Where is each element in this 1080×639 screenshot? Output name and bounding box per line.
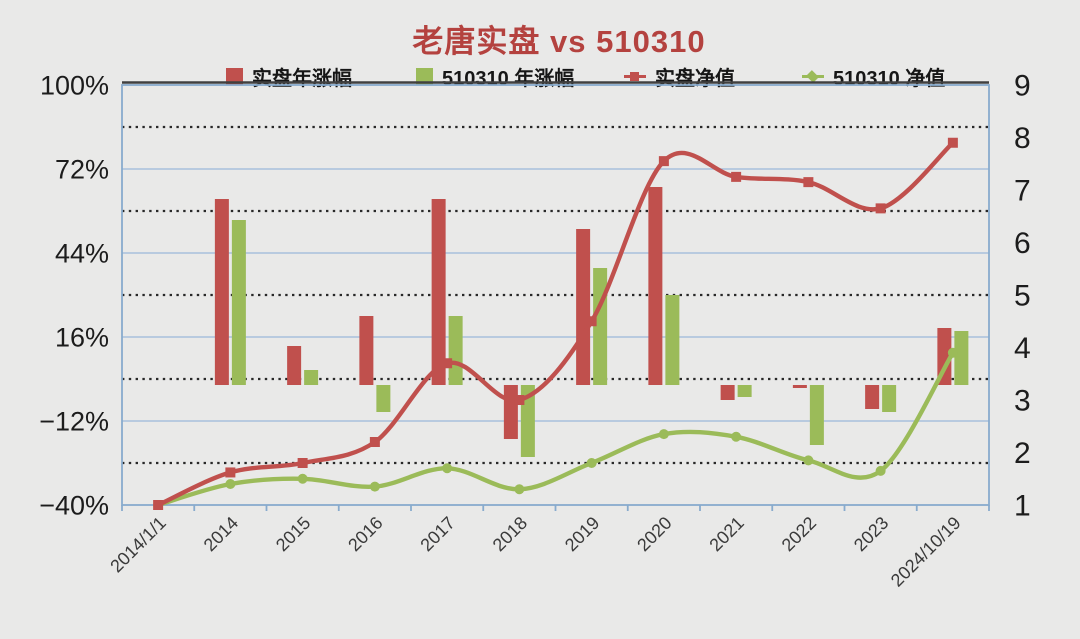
green-bar-swatch-icon — [416, 67, 433, 85]
x-axis-label-2021: 2021 — [705, 513, 747, 555]
y-axis-left-label--12: −12% — [39, 407, 109, 437]
marker-circle-2024/10/19 — [947, 347, 958, 358]
y-axis-left-label-44: 44% — [55, 239, 109, 269]
x-axis-label-2024/10/19: 2024/10/19 — [887, 513, 965, 591]
bar-510310-2015 — [304, 370, 319, 385]
marker-square-2019 — [586, 316, 597, 327]
legend-label: 实盘净值 — [655, 67, 735, 90]
x-axis-label-2022: 2022 — [778, 513, 820, 555]
y-axis-left-label--40: −40% — [39, 491, 109, 521]
bar-510310-2020 — [665, 295, 680, 385]
marker-square-2015 — [297, 458, 308, 468]
marker-circle-2015 — [297, 473, 308, 484]
bar-510310-2017 — [448, 316, 463, 385]
y-axis-left-label-16: 16% — [55, 323, 109, 353]
x-axis-label-2014: 2014 — [200, 513, 242, 555]
marker-square-2021 — [731, 171, 742, 182]
legend-item-shipan-return: 实盘年涨幅 — [226, 62, 352, 90]
bar-shipan-2022 — [792, 385, 807, 388]
x-axis-label-2017: 2017 — [416, 513, 458, 555]
marker-circle-2017 — [442, 463, 453, 474]
y-axis-right-label-1: 1 — [1014, 490, 1031, 523]
y-axis-right-label-2: 2 — [1014, 437, 1031, 470]
bar-shipan-2018 — [503, 385, 518, 439]
marker-circle-2018 — [514, 484, 525, 495]
marker-circle-2021 — [731, 431, 742, 442]
marker-square-2016 — [369, 437, 380, 447]
marker-square-2022 — [803, 177, 814, 188]
bar-510310-2024/10/19 — [954, 331, 969, 385]
legend-item-510310-return: 510310 年涨幅 — [416, 62, 574, 90]
marker-square-2024/10/19 — [947, 137, 958, 148]
legend-item-shipan-networth: 实盘净值 — [624, 62, 735, 90]
marker-square-2014/1/1 — [153, 500, 164, 510]
x-axis-label-2015: 2015 — [272, 513, 314, 555]
y-axis-left-label-100: 100% — [40, 71, 109, 101]
marker-square-2017 — [442, 358, 453, 369]
chart-title: 老唐实盘 vs 510310 — [412, 24, 706, 59]
x-axis-label-2018: 2018 — [489, 513, 531, 555]
y-axis-right-label-5: 5 — [1014, 280, 1031, 313]
bar-shipan-2016 — [359, 316, 374, 385]
bar-510310-2023 — [882, 385, 897, 412]
marker-square-2023 — [875, 203, 886, 214]
bar-shipan-2014 — [214, 199, 229, 385]
marker-square-2018 — [514, 395, 525, 405]
y-axis-right-label-9: 9 — [1014, 70, 1031, 103]
red-line-marker-icon — [624, 68, 646, 84]
bar-shipan-2020 — [648, 187, 663, 385]
x-axis-label-2023: 2023 — [850, 513, 892, 555]
marker-circle-2023 — [875, 465, 886, 476]
x-axis-label-2020: 2020 — [633, 513, 675, 555]
legend-label: 实盘年涨幅 — [252, 67, 352, 90]
y-axis-right-label-7: 7 — [1014, 175, 1031, 208]
marker-square-2020 — [658, 156, 669, 167]
y-axis-left-label-72: 72% — [55, 155, 109, 185]
green-diamond-marker-icon — [802, 68, 824, 84]
y-axis-right-label-8: 8 — [1014, 122, 1031, 155]
line-shipan-networth — [155, 140, 956, 508]
bar-510310-2016 — [376, 385, 391, 412]
x-axis-label-2014/1/1: 2014/1/1 — [106, 513, 170, 577]
bar-510310-2019 — [593, 268, 608, 385]
legend-label: 510310 年涨幅 — [442, 67, 575, 90]
marker-circle-2014 — [225, 479, 236, 489]
x-axis-label-2019: 2019 — [561, 513, 603, 555]
bar-510310-2021 — [737, 385, 752, 397]
red-bar-swatch-icon — [226, 67, 243, 85]
y-axis-right-label-6: 6 — [1014, 227, 1031, 260]
bar-shipan-2015 — [287, 346, 302, 385]
marker-circle-2016 — [369, 481, 380, 492]
y-axis-right-label-3: 3 — [1014, 385, 1031, 418]
bar-shipan-2017 — [431, 199, 446, 385]
marker-square-2014 — [225, 467, 236, 478]
bar-shipan-2019 — [576, 229, 591, 385]
bar-shipan-2021 — [720, 385, 735, 400]
y-axis-right-label-4: 4 — [1014, 332, 1031, 365]
marker-circle-2020 — [658, 429, 669, 440]
legend-label: 510310 净值 — [833, 67, 946, 90]
x-axis-label-2016: 2016 — [344, 513, 386, 555]
bar-shipan-2023 — [865, 385, 880, 409]
marker-circle-2019 — [586, 458, 597, 468]
bar-510310-2022 — [809, 385, 824, 445]
marker-circle-2022 — [803, 455, 814, 466]
legend-item-510310-networth: 510310 净值 — [802, 62, 945, 90]
bar-510310-2014 — [231, 220, 246, 385]
